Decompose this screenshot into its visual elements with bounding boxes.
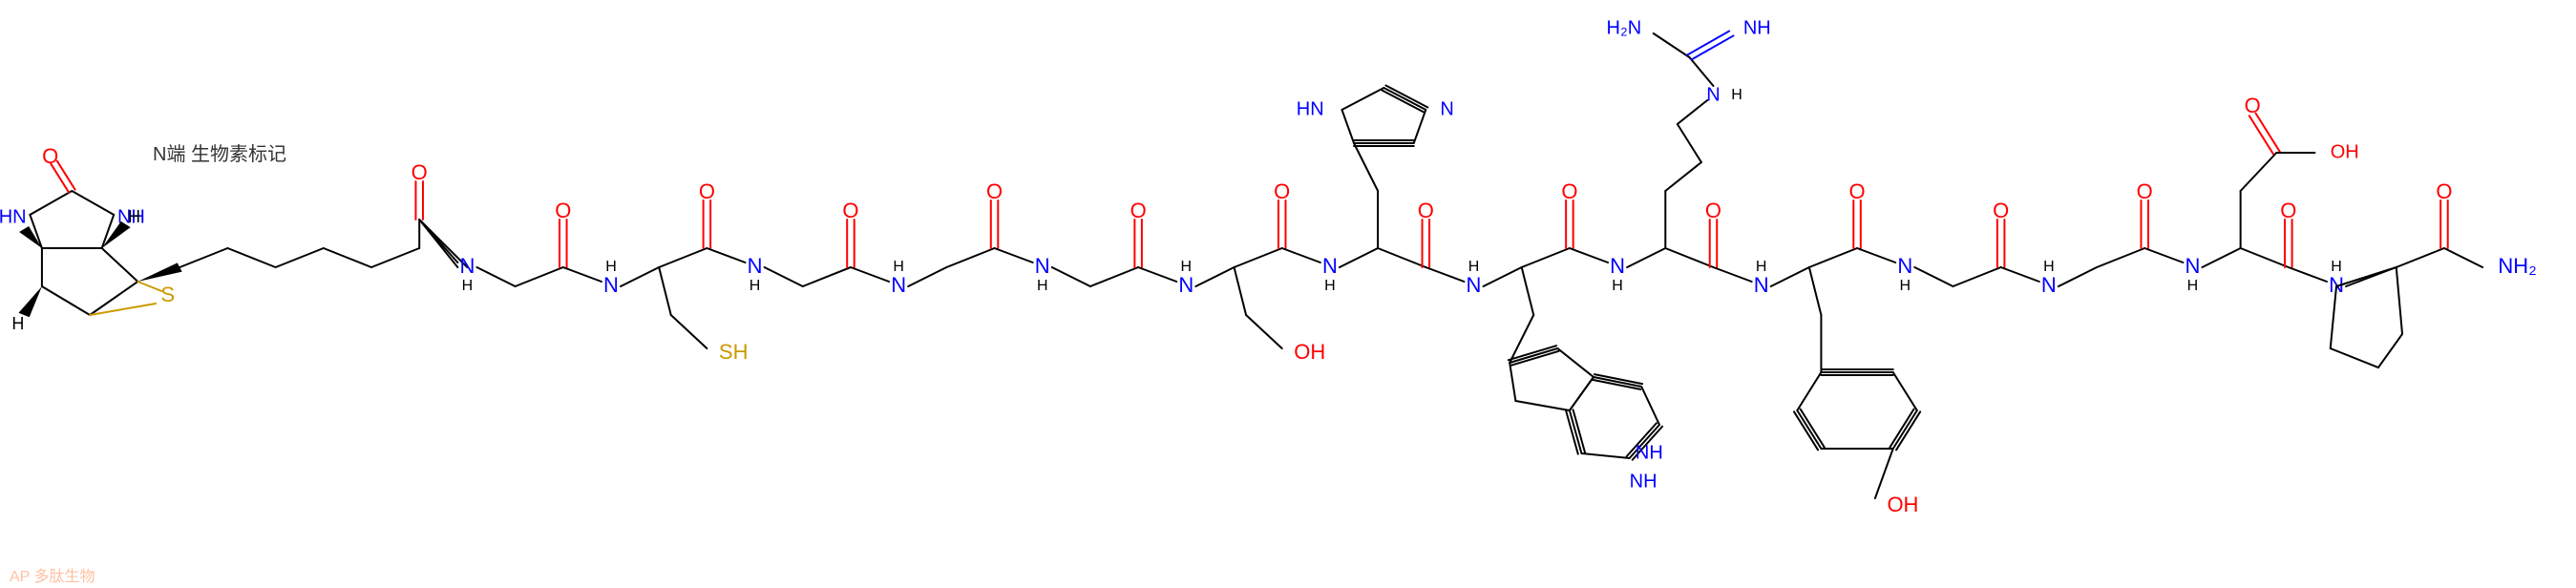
svg-text:H: H (2043, 259, 2055, 275)
svg-text:O: O (842, 199, 858, 222)
svg-text:N: N (1322, 254, 1338, 278)
svg-text:NH: NH (1630, 471, 1658, 492)
svg-text:O: O (555, 199, 571, 222)
svg-text:O: O (412, 160, 428, 184)
svg-text:HN: HN (1297, 98, 1324, 119)
svg-text:NH: NH (1636, 442, 1663, 463)
svg-text:O: O (699, 179, 715, 203)
chemical-structure-svg: OHNNHSHHONHONHOSHNHONHONHONHOOHNHOHNNNHO… (0, 0, 2576, 588)
svg-text:N: N (1035, 254, 1050, 278)
svg-text:H: H (1324, 278, 1336, 294)
svg-text:NH₂: NH₂ (2498, 254, 2536, 278)
svg-text:OH: OH (2331, 141, 2359, 162)
svg-text:O: O (2245, 94, 2261, 117)
svg-text:HN: HN (0, 206, 27, 227)
svg-text:H: H (2187, 278, 2199, 294)
svg-text:H: H (1612, 278, 1623, 294)
svg-text:N: N (1178, 273, 1193, 297)
svg-text:O: O (1993, 199, 2009, 222)
svg-text:N: N (1897, 254, 1912, 278)
svg-text:NH: NH (1743, 17, 1771, 38)
svg-text:O: O (1130, 199, 1147, 222)
svg-text:N: N (1610, 254, 1625, 278)
svg-text:H: H (128, 207, 140, 226)
svg-text:S: S (160, 283, 175, 306)
svg-text:O: O (1849, 179, 1866, 203)
svg-text:N: N (2185, 254, 2200, 278)
svg-text:N: N (891, 273, 906, 297)
svg-text:H: H (1181, 259, 1193, 275)
svg-text:H: H (1756, 259, 1767, 275)
watermark-text: AP 多肽生物 (10, 563, 95, 586)
svg-text:O: O (1705, 199, 1721, 222)
svg-text:H: H (1731, 87, 1742, 103)
svg-text:O: O (2436, 179, 2452, 203)
svg-text:N: N (459, 254, 475, 278)
svg-text:N: N (748, 254, 763, 278)
svg-text:OH: OH (1294, 340, 1325, 364)
svg-text:SH: SH (719, 340, 749, 364)
svg-text:H: H (11, 314, 24, 333)
svg-text:H: H (1468, 259, 1480, 275)
svg-text:O: O (1274, 179, 1290, 203)
svg-text:O: O (1561, 179, 1577, 203)
svg-text:H: H (1037, 278, 1048, 294)
svg-text:N: N (1467, 273, 1482, 297)
svg-text:H: H (605, 259, 617, 275)
svg-text:H: H (462, 278, 474, 294)
svg-text:O: O (1418, 199, 1434, 222)
svg-text:N: N (1754, 273, 1769, 297)
svg-text:H: H (893, 259, 904, 275)
svg-text:N: N (603, 273, 619, 297)
svg-text:H: H (1899, 278, 1911, 294)
svg-text:O: O (42, 144, 58, 168)
svg-text:H: H (2331, 259, 2342, 275)
svg-text:H: H (750, 278, 761, 294)
svg-text:N: N (1706, 84, 1720, 105)
svg-text:O: O (986, 179, 1003, 203)
svg-text:O: O (2137, 179, 2153, 203)
svg-text:OH: OH (1887, 493, 1918, 516)
biotin-label: N端 生物素标记 (153, 138, 286, 166)
svg-text:N: N (1440, 98, 1453, 119)
svg-text:N: N (2041, 273, 2057, 297)
svg-text:H₂N: H₂N (1607, 17, 1642, 38)
svg-text:O: O (2280, 199, 2296, 222)
